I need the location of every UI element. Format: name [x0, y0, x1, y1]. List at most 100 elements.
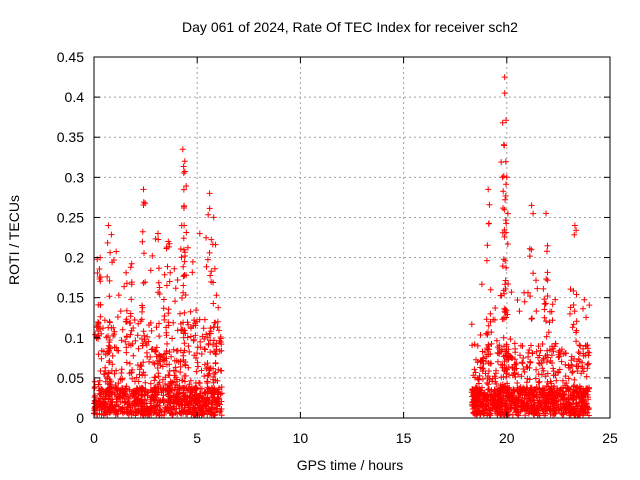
data-point [104, 239, 111, 246]
data-point [511, 340, 518, 347]
data-point [477, 389, 484, 396]
data-point [552, 296, 559, 303]
data-point [134, 362, 141, 369]
data-point [502, 286, 509, 292]
data-point [96, 377, 103, 384]
data-point [554, 401, 561, 408]
data-point [108, 367, 115, 374]
data-point [208, 384, 215, 391]
data-point [501, 364, 508, 371]
data-point [131, 317, 138, 323]
data-point [541, 314, 548, 321]
data-points [91, 74, 593, 419]
data-point [206, 205, 213, 212]
data-point [528, 316, 535, 322]
data-point [585, 405, 592, 412]
data-point [512, 401, 519, 408]
data-point [552, 407, 559, 414]
data-point [139, 228, 146, 235]
data-point [179, 377, 185, 384]
data-point [202, 346, 209, 353]
data-point [175, 391, 181, 398]
data-point [501, 358, 508, 365]
data-point [194, 350, 201, 357]
data-point [140, 359, 147, 366]
data-point [541, 306, 548, 313]
data-point [164, 388, 171, 395]
data-point [154, 365, 161, 371]
data-point [549, 317, 556, 324]
data-point [98, 355, 105, 362]
data-point [500, 173, 507, 180]
data-point [485, 322, 492, 329]
data-point [527, 398, 534, 405]
data-point [545, 398, 552, 405]
data-point [543, 359, 550, 366]
x-tick-label: 0 [90, 430, 98, 446]
data-point [492, 399, 499, 405]
data-point [529, 315, 535, 322]
data-point [565, 362, 572, 369]
data-point [580, 305, 586, 312]
data-point [494, 385, 501, 392]
data-point [503, 405, 510, 412]
data-point [206, 249, 213, 256]
data-point [125, 398, 132, 405]
data-point [571, 231, 578, 238]
data-point [504, 241, 511, 247]
data-point [145, 338, 152, 345]
data-point [535, 379, 542, 386]
data-point [533, 277, 539, 284]
data-point [500, 188, 507, 195]
data-point [122, 391, 129, 398]
data-point [492, 305, 499, 311]
data-point [473, 384, 480, 391]
data-point [493, 337, 500, 344]
data-point [503, 181, 509, 188]
data-point [586, 302, 593, 309]
data-point [163, 361, 170, 368]
data-point [573, 327, 580, 334]
data-point [191, 317, 198, 324]
y-tick-label: 0.45 [57, 49, 84, 65]
data-point [155, 265, 162, 272]
data-point [502, 348, 509, 355]
data-point [571, 382, 578, 389]
data-point [518, 373, 525, 380]
data-point [190, 336, 197, 343]
data-point [106, 277, 113, 284]
data-point [212, 377, 219, 384]
data-point [527, 359, 534, 366]
data-point [209, 241, 216, 248]
data-point [155, 279, 162, 286]
data-point [127, 331, 134, 338]
data-point [534, 285, 541, 292]
data-point [146, 322, 152, 328]
data-point [476, 380, 482, 387]
data-point [521, 368, 528, 375]
data-point [480, 400, 486, 407]
data-point [181, 406, 188, 413]
data-point [184, 244, 191, 251]
data-point [187, 333, 194, 340]
data-point [97, 301, 104, 308]
data-point [549, 343, 555, 350]
data-point [163, 347, 170, 354]
data-point [472, 369, 479, 376]
data-point [216, 401, 223, 408]
data-point [576, 358, 583, 365]
data-point [523, 391, 529, 398]
data-point [543, 383, 550, 389]
data-point [162, 381, 169, 387]
data-point [539, 341, 546, 347]
data-point [114, 347, 121, 354]
data-point [172, 298, 178, 305]
data-point [543, 392, 549, 399]
data-point [140, 199, 147, 206]
data-point [576, 386, 583, 393]
data-point [503, 174, 510, 181]
data-point [528, 405, 534, 412]
data-point [498, 159, 505, 166]
data-point [115, 403, 122, 410]
data-point [165, 319, 172, 326]
